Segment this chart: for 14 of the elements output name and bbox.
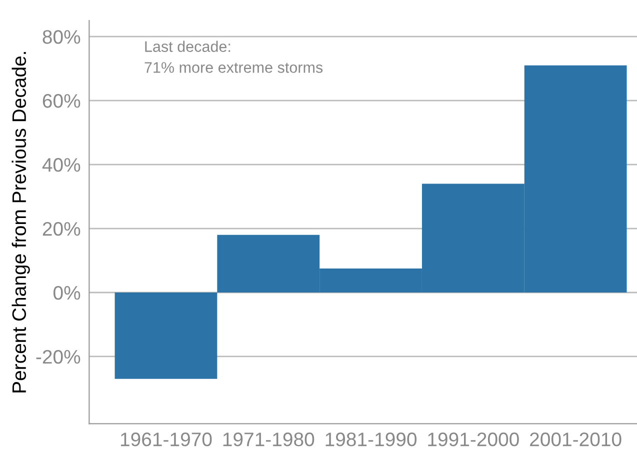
x-tick-label: 1991-2000	[428, 432, 519, 446]
y-tick-label: 0%	[54, 286, 80, 300]
bar	[114, 292, 218, 379]
annotation: Last decade: 71% more extreme storms	[144, 40, 323, 73]
x-tick-label: 1981-1990	[326, 432, 417, 446]
x-tick-label: 1971-1980	[223, 432, 314, 446]
x-tick-label: 1961-1970	[120, 432, 212, 446]
y-tick-label: 80%	[42, 30, 80, 44]
x-tick-label: 2001-2010	[530, 432, 622, 446]
y-tick-label: -20%	[36, 350, 80, 364]
y-tick-label: 40%	[42, 158, 80, 172]
y-axis-title: Percent Change from Previous Decade.	[12, 52, 30, 392]
y-tick-label: 60%	[42, 94, 80, 108]
y-tick-label: 20%	[42, 222, 80, 236]
